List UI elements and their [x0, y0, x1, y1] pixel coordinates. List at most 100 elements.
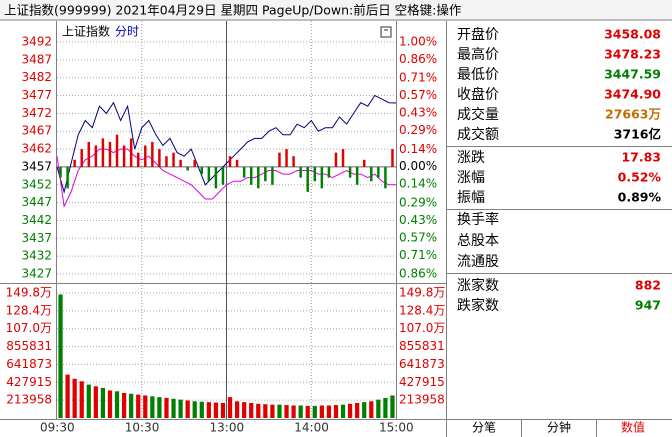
volume-bar [256, 403, 261, 418]
breadth-bar [151, 141, 154, 167]
info-label: 成交量 [457, 106, 499, 123]
volume-bar [347, 403, 353, 418]
breadth-bar [73, 159, 76, 167]
info-value: 3474.90 [604, 87, 661, 102]
y2-tick-label: 1.00% [399, 35, 437, 49]
y-tick-label: 3442 [21, 213, 52, 227]
vol-tick-label: 107.0万 [399, 321, 445, 335]
breadth-bar [278, 152, 281, 167]
info-label: 成交额 [457, 126, 499, 143]
tab[interactable]: 分钟 [547, 420, 571, 435]
breadth-bar [129, 138, 133, 167]
volume-bar [369, 401, 374, 418]
volume-bar [185, 400, 190, 418]
breadth-bar [158, 149, 161, 167]
volume-bar [291, 405, 296, 418]
y2-tick-label: 0.29% [399, 123, 437, 137]
y-tick-label: 3427 [21, 267, 52, 281]
info-label: 换手率 [457, 211, 499, 228]
breadth-bar [384, 166, 387, 189]
y2-tick-label: 0.57% [399, 230, 437, 244]
vol-tick-label: 855831 [399, 339, 445, 353]
volume-bar [383, 397, 388, 418]
y-tick-label: 3447 [21, 195, 52, 209]
vol-tick-label: 149.8万 [6, 286, 52, 300]
y-tick-label: 3482 [21, 70, 52, 84]
breadth-bar [115, 134, 119, 167]
breadth-bar [235, 159, 239, 167]
volume-bar [79, 381, 84, 418]
info-label: 最低价 [457, 67, 499, 83]
vol-tick-label: 149.8万 [399, 286, 445, 300]
breadth-bar [228, 156, 232, 167]
volume-bar [129, 393, 134, 418]
breadth-bar [200, 166, 204, 175]
y-tick-label: 3457 [21, 159, 52, 173]
vol-tick-label: 641873 [6, 357, 52, 371]
breadth-bar [370, 166, 373, 182]
y2-tick-label: 0.43% [399, 213, 437, 227]
x-tick-label: 13:00 [210, 421, 245, 435]
volume-bar [312, 405, 317, 418]
volume-bar [242, 402, 247, 418]
volume-bar [136, 394, 141, 418]
vol-tick-label: 427915 [6, 375, 52, 389]
breadth-bar [348, 166, 352, 178]
y2-tick-label: 0.43% [399, 106, 437, 120]
breadth-bar [101, 138, 105, 167]
breadth-bar [186, 166, 189, 171]
price-line [56, 148, 396, 208]
volume-bar [121, 392, 127, 418]
info-label: 收盘价 [457, 86, 499, 103]
vol-tick-label: 128.4万 [6, 303, 52, 317]
info-value: 3447.59 [604, 67, 661, 82]
breadth-bar [306, 166, 309, 192]
vol-tick-label: 107.0万 [6, 321, 52, 335]
y2-tick-label: 0.00% [399, 159, 437, 173]
breadth-bar [377, 166, 380, 178]
volume-bar [213, 402, 219, 418]
breadth-bar [193, 159, 196, 167]
y2-tick-label: 0.14% [399, 142, 437, 156]
breadth-bar [165, 156, 168, 167]
volume-bar [157, 397, 162, 418]
breadth-bar [87, 141, 91, 167]
breadth-bar [334, 152, 338, 167]
panel-icon[interactable] [380, 26, 392, 38]
volume-bar [284, 405, 289, 418]
info-label: 跌家数 [457, 297, 499, 314]
y-tick-label: 3487 [21, 52, 52, 66]
breadth-bar [292, 156, 295, 167]
breadth-bar [59, 166, 62, 178]
vol-tick-label: 213958 [6, 393, 52, 407]
breadth-bar [271, 166, 274, 185]
tab[interactable]: 数值 [621, 420, 645, 435]
y-tick-label: 3462 [21, 142, 52, 156]
vol-tick-label: 427915 [399, 375, 445, 389]
vol-tick-label: 213958 [399, 393, 445, 407]
breadth-bar [362, 159, 366, 167]
volume-bar [114, 391, 120, 418]
info-value: 3716亿 [614, 127, 661, 142]
y2-tick-label: 0.29% [399, 195, 437, 209]
x-tick-label: 09:30 [40, 421, 75, 435]
breadth-bar [391, 149, 394, 167]
breadth-bar [214, 166, 218, 189]
vol-tick-label: 641873 [399, 357, 445, 371]
breadth-bar [144, 145, 147, 167]
chart-tab[interactable]: 分时 [115, 25, 139, 39]
y-tick-label: 3432 [21, 249, 52, 263]
info-label: 涨家数 [457, 277, 499, 294]
tab[interactable]: 分笔 [472, 420, 496, 435]
breadth-bar [172, 152, 175, 167]
volume-bar [164, 397, 169, 418]
volume-bar [86, 384, 91, 418]
volume-bar [171, 398, 176, 418]
y-tick-label: 3437 [21, 231, 52, 245]
info-value: 27663万 [605, 107, 661, 122]
y-tick-label: 3492 [21, 35, 52, 49]
info-value: 947 [635, 298, 661, 313]
y2-tick-label: 0.86% [399, 267, 437, 281]
y-tick-label: 3477 [21, 88, 52, 102]
